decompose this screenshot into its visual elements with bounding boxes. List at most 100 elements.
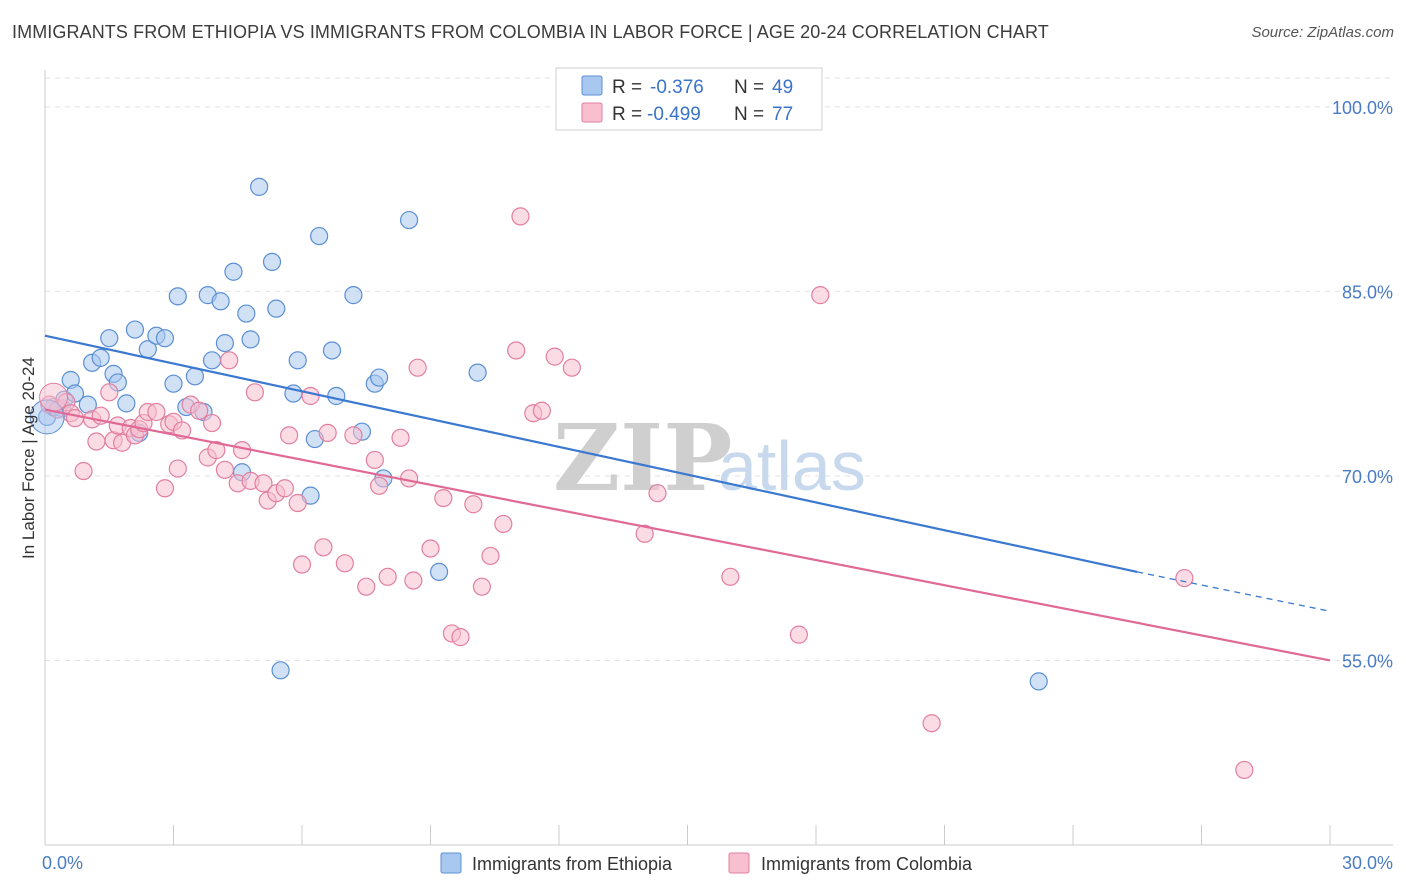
- data-point: [1175, 568, 1194, 588]
- trend-lines: [44, 334, 1331, 662]
- data-point: [262, 252, 282, 272]
- data-point: [789, 625, 808, 644]
- trend-line: [44, 334, 1138, 573]
- stats-legend-r-value: -0.376: [650, 77, 704, 98]
- data-point: [301, 386, 320, 406]
- data-point: [648, 484, 667, 503]
- data-point: [65, 409, 85, 428]
- y-axis-label: In Labor Force | Age 20-24: [19, 357, 38, 559]
- y-tick-label: 85.0%: [1342, 282, 1393, 302]
- data-point: [370, 368, 389, 387]
- stats-legend: R = -0.376 N = 49 R = -0.499 N = 77: [555, 67, 823, 131]
- data-point: [532, 401, 551, 420]
- data-point: [164, 374, 183, 393]
- data-point: [451, 628, 470, 647]
- stats-legend-swatch-ethiopia: [581, 75, 603, 96]
- series-legend-swatch-ethiopia: [440, 852, 462, 874]
- data-point: [202, 413, 222, 433]
- data-point: [237, 304, 256, 323]
- trend-line-extension: [1137, 571, 1331, 612]
- data-point: [314, 538, 333, 557]
- data-point: [1029, 672, 1048, 691]
- series-legend-label: Immigrants from Ethiopia: [472, 854, 673, 874]
- data-point: [391, 428, 410, 447]
- data-point: [408, 358, 427, 377]
- data-point: [190, 401, 209, 420]
- data-point: [117, 394, 136, 413]
- stats-legend-n-label: N =: [734, 77, 764, 98]
- watermark: ZIP atlas: [553, 404, 866, 512]
- stats-legend-n-value: 77: [772, 104, 793, 125]
- data-point: [254, 474, 273, 493]
- data-point: [481, 546, 500, 566]
- x-tick-labels: 0.0% 30.0%: [42, 853, 1393, 873]
- data-point: [344, 426, 363, 445]
- data-point: [267, 299, 286, 318]
- data-point: [1235, 760, 1254, 780]
- data-point: [811, 286, 830, 305]
- data-point: [365, 450, 384, 470]
- data-point: [429, 562, 449, 582]
- data-point: [275, 479, 294, 498]
- data-point: [168, 287, 187, 306]
- data-point: [370, 476, 389, 495]
- data-point: [511, 207, 530, 226]
- data-point: [472, 577, 491, 596]
- data-point: [327, 386, 346, 406]
- data-point: [202, 351, 222, 370]
- data-point: [211, 292, 230, 311]
- data-point: [335, 554, 354, 573]
- data-point: [404, 571, 423, 590]
- stats-legend-r-label: R =: [612, 104, 642, 125]
- data-point: [207, 441, 226, 460]
- data-point: [562, 358, 581, 377]
- data-point: [721, 567, 740, 586]
- y-tick-label: 100.0%: [1332, 98, 1393, 118]
- data-point: [292, 555, 312, 574]
- data-point: [344, 286, 363, 305]
- y-tick-label: 70.0%: [1342, 467, 1393, 487]
- data-point: [357, 577, 376, 596]
- y-tick-labels: 55.0% 70.0% 85.0% 100.0%: [1332, 98, 1393, 672]
- watermark-atlas: atlas: [718, 427, 866, 505]
- data-point: [399, 210, 419, 230]
- data-point: [545, 347, 564, 366]
- stats-legend-r-value: -0.499: [647, 104, 701, 125]
- data-point: [155, 329, 175, 348]
- data-point: [378, 567, 397, 586]
- data-point: [215, 460, 234, 479]
- data-point: [271, 661, 290, 680]
- stats-legend-n-label: N =: [734, 104, 764, 125]
- data-point: [494, 514, 513, 534]
- data-point: [155, 479, 175, 498]
- data-point: [464, 495, 483, 514]
- data-point: [220, 351, 239, 370]
- data-point: [91, 348, 110, 367]
- data-point: [421, 539, 440, 558]
- data-point: [922, 714, 941, 733]
- data-point: [322, 341, 342, 360]
- chart-title: IMMIGRANTS FROM ETHIOPIA VS IMMIGRANTS F…: [12, 22, 1049, 42]
- data-point: [280, 426, 299, 445]
- data-point: [168, 459, 187, 478]
- data-point: [215, 333, 234, 353]
- data-point: [250, 177, 269, 196]
- series-legend-swatch-colombia: [728, 852, 750, 874]
- y-tick-label: 55.0%: [1342, 651, 1393, 671]
- series-legend-label: Immigrants from Colombia: [761, 854, 973, 874]
- data-point: [507, 341, 526, 360]
- stats-legend-r-label: R =: [612, 77, 642, 98]
- axes: [44, 70, 1393, 846]
- data-point: [468, 363, 487, 382]
- trend-line: [44, 408, 1331, 662]
- stats-legend-swatch-colombia: [581, 102, 603, 123]
- data-point: [100, 329, 119, 348]
- data-point: [147, 402, 166, 422]
- data-point: [288, 351, 307, 370]
- watermark-zip: ZIP: [553, 404, 732, 512]
- stats-legend-n-value: 49: [772, 77, 793, 98]
- data-point: [241, 330, 260, 349]
- data-point: [288, 493, 307, 513]
- data-point: [224, 262, 243, 281]
- data-point: [87, 432, 106, 451]
